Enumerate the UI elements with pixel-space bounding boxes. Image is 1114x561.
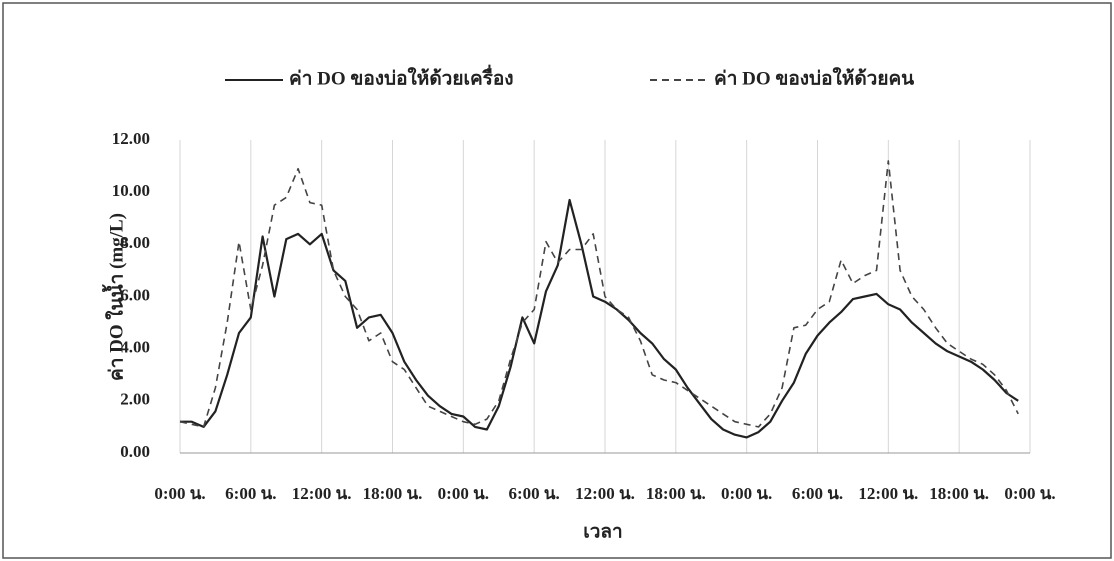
x-tick-label: 6:00 น. (225, 484, 276, 503)
chart: เวลา ค่า DO ในน้ำ (mg/L) 0:00 น.6:00 น.1… (0, 0, 1114, 561)
x-tick-label: 0:00 น. (438, 484, 489, 503)
x-tick-label: 18:00 น. (929, 484, 989, 503)
x-tick-label: 18:00 น. (363, 484, 423, 503)
y-tick-label: 12.00 (112, 129, 150, 148)
y-tick-label: 6.00 (120, 285, 150, 304)
x-tick-label: 6:00 น. (509, 484, 560, 503)
x-tick-label: 12:00 น. (858, 484, 918, 503)
x-tick-label: 0:00 น. (1004, 484, 1055, 503)
x-tick-label: 0:00 น. (721, 484, 772, 503)
x-tick-label: 18:00 น. (646, 484, 706, 503)
x-axis-title: เวลา (583, 521, 622, 542)
legend-label: ค่า DO ของบ่อให้ด้วยคน (714, 66, 914, 89)
x-tick-label: 12:00 น. (292, 484, 352, 503)
y-tick-label: 0.00 (120, 442, 150, 461)
frame (3, 3, 1111, 558)
y-tick-label: 10.00 (112, 181, 150, 200)
x-tick-label: 6:00 น. (792, 484, 843, 503)
y-tick-label: 4.00 (120, 338, 150, 357)
x-tick-label: 0:00 น. (154, 484, 205, 503)
y-tick-label: 2.00 (120, 390, 150, 409)
y-tick-label: 8.00 (120, 233, 150, 252)
x-tick-label: 12:00 น. (575, 484, 635, 503)
legend-label: ค่า DO ของบ่อให้ด้วยเครื่อง (289, 64, 514, 89)
